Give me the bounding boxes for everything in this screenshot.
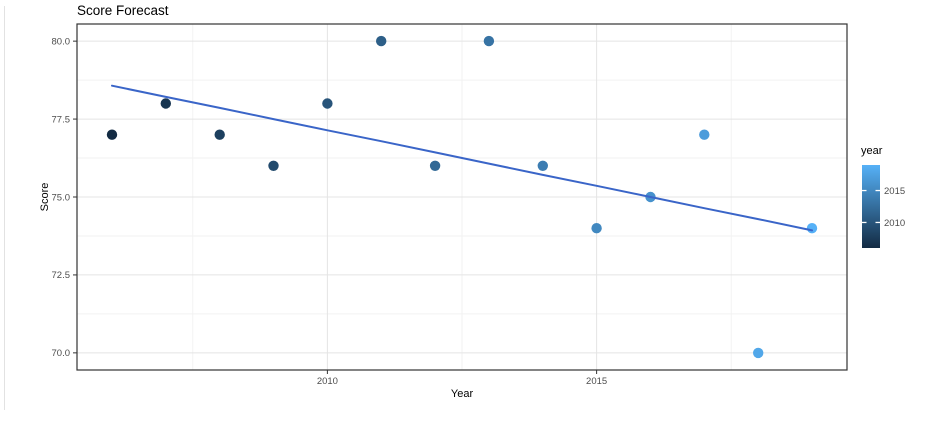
legend-colorbar: 2015 2010	[862, 165, 905, 248]
data-point	[214, 129, 225, 140]
legend-tick-label: 2015	[884, 186, 905, 197]
y-axis-title: Score	[39, 182, 51, 212]
data-point	[106, 129, 118, 140]
data-point	[753, 347, 764, 359]
legend-gradient-bar	[862, 165, 880, 248]
data-points	[106, 35, 818, 359]
data-point	[160, 98, 171, 109]
data-point	[322, 98, 333, 109]
legend-tick-label: 2010	[884, 218, 905, 229]
major-gridlines	[77, 24, 847, 370]
data-point	[483, 35, 495, 47]
data-point	[429, 160, 441, 171]
chart-title: Score Forecast	[77, 3, 169, 18]
legend-title: year	[861, 145, 883, 157]
data-point	[806, 223, 818, 234]
y-tick-label: 70.0	[52, 348, 71, 359]
y-tick-label: 77.5	[52, 114, 71, 125]
x-tick-label: 2015	[586, 376, 607, 387]
y-tick-label: 72.5	[52, 270, 71, 281]
y-tick-label: 80.0	[52, 36, 71, 47]
data-point	[268, 160, 279, 171]
x-axis-title: Year	[450, 388, 474, 400]
data-point	[591, 223, 602, 234]
data-point	[376, 35, 387, 47]
trend-line	[111, 84, 813, 232]
y-tick-label: 75.0	[52, 192, 71, 203]
minor-gridlines	[77, 24, 847, 370]
data-point	[699, 129, 710, 140]
data-point	[537, 160, 548, 171]
x-tick-label: 2010	[317, 376, 338, 387]
axis-ticks-and-labels: 80.0 77.5 75.0 72.5 70.0 2010 2015	[52, 36, 608, 387]
pane-divider	[4, 6, 5, 410]
